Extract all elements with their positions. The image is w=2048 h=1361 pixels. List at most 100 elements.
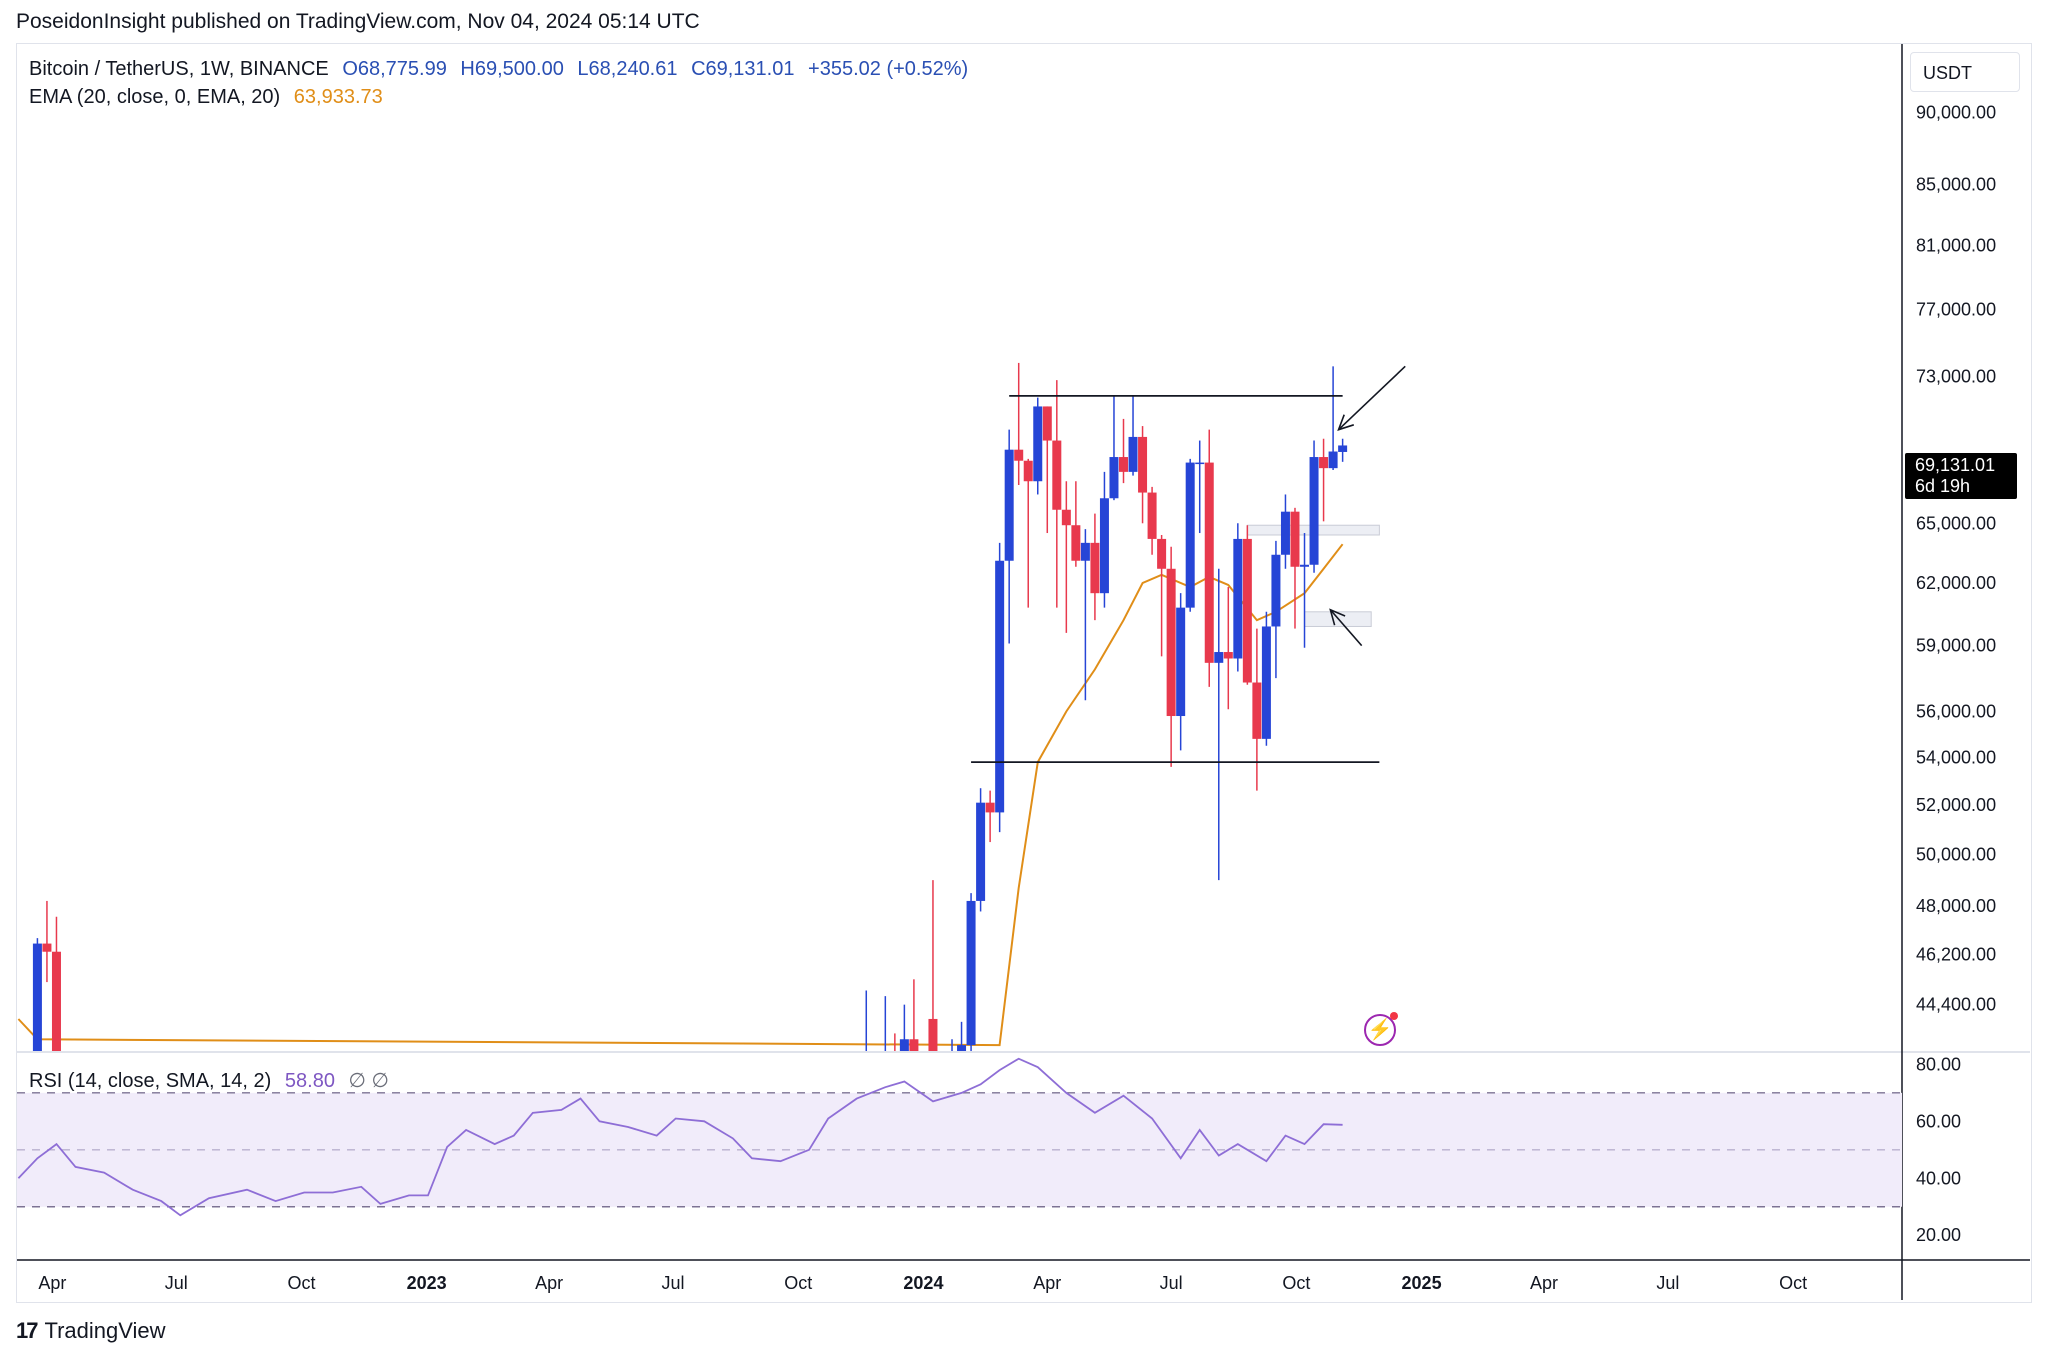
- candle: [1204, 429, 1214, 687]
- lightning-icon[interactable]: ⚡: [1364, 1012, 1398, 1046]
- time-tick-label: 2023: [407, 1273, 447, 1293]
- candle: [1328, 366, 1338, 471]
- candle-body: [1147, 492, 1157, 539]
- ema-value: 63,933.73: [293, 86, 383, 108]
- tradingview-brand: TradingView: [44, 1318, 166, 1343]
- candle-body: [1195, 462, 1205, 465]
- candle-body: [1185, 462, 1195, 608]
- currency-selector[interactable]: USDT: [1910, 52, 2020, 92]
- candle-body: [1042, 406, 1052, 441]
- candle-body: [1014, 449, 1024, 461]
- price-tick-label: 46,200.00: [1916, 944, 1996, 964]
- candle-body: [1033, 406, 1043, 482]
- rsi-band: [17, 1092, 1902, 1207]
- time-tick-label: Oct: [287, 1273, 315, 1293]
- candle: [1080, 529, 1090, 701]
- candle-body: [1271, 554, 1281, 627]
- time-tick-label: Jul: [661, 1273, 684, 1293]
- axes: 90,000.00 85,000.00 81,000.00 77,000.00 73,0…: [38, 102, 1996, 1293]
- high-value: H69,500.00: [460, 58, 564, 80]
- price-tick-label: 65,000.00: [1916, 513, 1996, 533]
- candle-body: [948, 1075, 957, 1087]
- time-tick-label: Jul: [1656, 1273, 1679, 1293]
- candle: [1033, 397, 1043, 495]
- ohlc-legend: Bitcoin / TetherUS, 1W, BINANCE O68,775.…: [29, 58, 968, 81]
- candle-body: [1328, 451, 1338, 469]
- candle-body: [1261, 626, 1271, 739]
- candle-body: [1300, 564, 1310, 567]
- candle: [1195, 440, 1205, 534]
- time-tick-label: Oct: [784, 1273, 812, 1293]
- candle: [1223, 587, 1233, 710]
- candle: [1319, 438, 1329, 522]
- rsi-tick-label: 60.00: [1916, 1111, 1961, 1131]
- candle: [928, 880, 938, 1051]
- last-price-badge: 69,131.01 6d 19h: [1905, 453, 2017, 499]
- candle: [1138, 426, 1148, 524]
- time-tick-label: Apr: [1033, 1273, 1061, 1293]
- candle-body: [1052, 440, 1062, 510]
- candle: [909, 979, 919, 1051]
- candle: [899, 1004, 909, 1051]
- publisher-attribution: PoseidonInsight published on TradingView…: [16, 10, 700, 33]
- candle-body: [1109, 457, 1119, 499]
- candle: [1128, 395, 1138, 476]
- candle: [1242, 525, 1252, 685]
- ema-label: EMA (20, close, 0, EMA, 20): [29, 86, 281, 108]
- rsi-label: RSI (14, close, SMA, 14, 2): [29, 1070, 272, 1092]
- candle: [995, 542, 1005, 833]
- candle: [1309, 440, 1319, 573]
- candle-body: [1338, 445, 1348, 452]
- tradingview-footer[interactable]: 17 TradingView: [16, 1318, 166, 1344]
- candle: [1119, 418, 1129, 484]
- candle: [1300, 533, 1310, 648]
- annotation-arrow-2: [1329, 608, 1363, 647]
- candle: [1166, 546, 1176, 767]
- candle-body: [42, 943, 52, 952]
- time-tick-label: Apr: [38, 1273, 66, 1293]
- candle: [1157, 534, 1167, 657]
- candle-body: [899, 1039, 909, 1051]
- price-tick-label: 90,000.00: [1916, 102, 1996, 122]
- candle: [1071, 481, 1081, 567]
- candle-body: [1290, 511, 1300, 567]
- change-value: +355.02 (+0.52%): [808, 58, 969, 80]
- bar-countdown: 6d 19h: [1915, 476, 1971, 496]
- candle-body: [1280, 511, 1290, 555]
- candle: [51, 916, 61, 1051]
- candle: [976, 788, 986, 912]
- price-tick-label: 52,000.00: [1916, 795, 1996, 815]
- rsi-tick-label: 20.00: [1916, 1225, 1961, 1245]
- price-tick-label: 56,000.00: [1916, 702, 1996, 722]
- candle-body: [1128, 436, 1138, 472]
- open-value: O68,775.99: [342, 58, 447, 80]
- rsi-tick-label: 80.00: [1916, 1054, 1961, 1074]
- candle: [1214, 568, 1224, 881]
- candle: [1290, 507, 1300, 629]
- rsi-pane: [17, 1057, 1902, 1217]
- candle-body: [1080, 542, 1090, 561]
- chart-frame: [16, 43, 2032, 1303]
- rsi-hidden-values: ∅ ∅: [348, 1070, 389, 1092]
- candle: [1252, 628, 1262, 791]
- candle-body: [1252, 682, 1262, 739]
- candle-body: [995, 560, 1005, 813]
- candle-body: [32, 943, 42, 1051]
- candle-body: [909, 1039, 919, 1051]
- last-price-value: 69,131.01: [1915, 455, 1996, 475]
- candle: [1042, 406, 1052, 534]
- candle: [966, 893, 976, 1051]
- candle: [1280, 494, 1290, 569]
- candle-body: [1099, 498, 1109, 594]
- candle-body: [985, 802, 995, 813]
- candle: [1099, 471, 1109, 608]
- candle-body: [1071, 525, 1081, 561]
- candle-body: [890, 1066, 899, 1090]
- candle-body: [1004, 449, 1014, 561]
- low-value: L68,240.61: [577, 58, 678, 80]
- candle-body: [51, 951, 61, 1051]
- candle-body: [976, 802, 986, 901]
- candle-body: [1023, 460, 1033, 482]
- annotation-arrow-1: [1337, 365, 1406, 431]
